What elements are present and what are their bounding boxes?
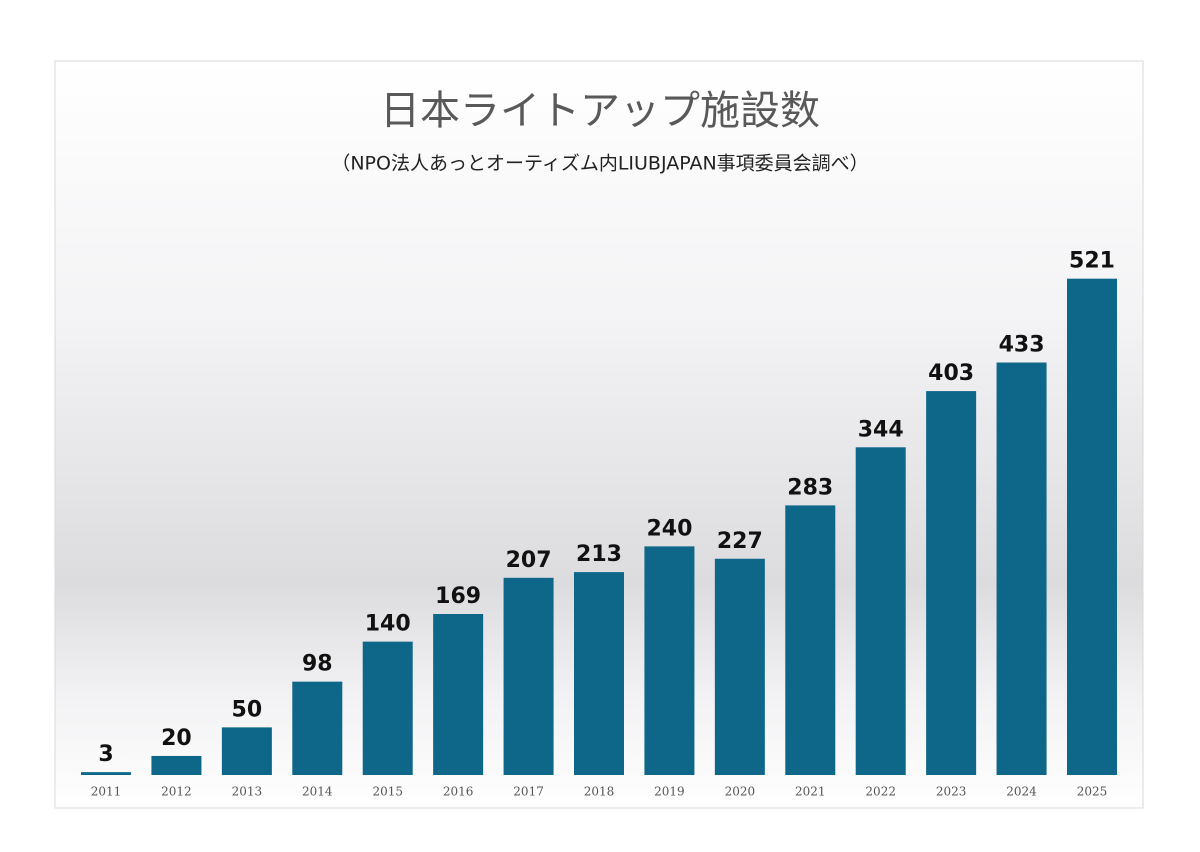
x-tick-label: 2022 (865, 785, 896, 799)
x-tick-label: 2025 (1077, 785, 1108, 799)
bar (221, 727, 272, 775)
bar (714, 558, 765, 775)
x-tick-label: 2012 (161, 785, 192, 799)
x-tick-label: 2016 (443, 785, 474, 799)
x-tick-label: 2017 (513, 785, 544, 799)
bar (574, 572, 624, 775)
bar (362, 641, 413, 775)
x-tick-label: 2014 (302, 785, 333, 799)
bar (644, 546, 695, 775)
x-tick-label: 2021 (795, 785, 826, 799)
value-label: 403 (928, 361, 974, 386)
value-label: 283 (787, 475, 833, 500)
x-tick-label: 2011 (91, 785, 122, 799)
value-label: 521 (1069, 249, 1115, 274)
bar (292, 681, 343, 775)
x-tick-label: 2020 (725, 785, 756, 799)
value-label: 344 (858, 417, 904, 442)
chart-subtitle: （NPO法人あっとオーティズム内LIUBJAPAN事項委員会調べ） (331, 153, 868, 175)
x-tick-label: 2015 (372, 785, 403, 799)
bar (926, 391, 977, 775)
value-label: 140 (365, 612, 411, 637)
value-label: 213 (576, 542, 622, 567)
x-tick-label: 2023 (936, 785, 967, 799)
bar (855, 447, 906, 775)
value-label: 20 (161, 726, 192, 751)
value-label: 240 (646, 516, 692, 541)
bar (785, 505, 836, 775)
value-label: 98 (302, 652, 333, 677)
bar (81, 772, 132, 775)
bar (151, 755, 202, 775)
value-label: 207 (506, 548, 552, 573)
bar (433, 614, 484, 775)
bar (996, 362, 1047, 775)
bar (503, 577, 554, 775)
chart-title: 日本ライトアップ施設数 (380, 88, 820, 134)
bar (1066, 278, 1117, 775)
value-label: 3 (98, 742, 113, 767)
x-tick-label: 2024 (1006, 785, 1037, 799)
x-tick-label: 2013 (232, 785, 263, 799)
x-tick-label: 2018 (584, 785, 615, 799)
x-tick-label: 2019 (654, 785, 685, 799)
value-label: 50 (232, 697, 263, 722)
value-label: 433 (999, 333, 1045, 358)
value-label: 169 (435, 584, 481, 609)
value-label: 227 (717, 529, 763, 554)
